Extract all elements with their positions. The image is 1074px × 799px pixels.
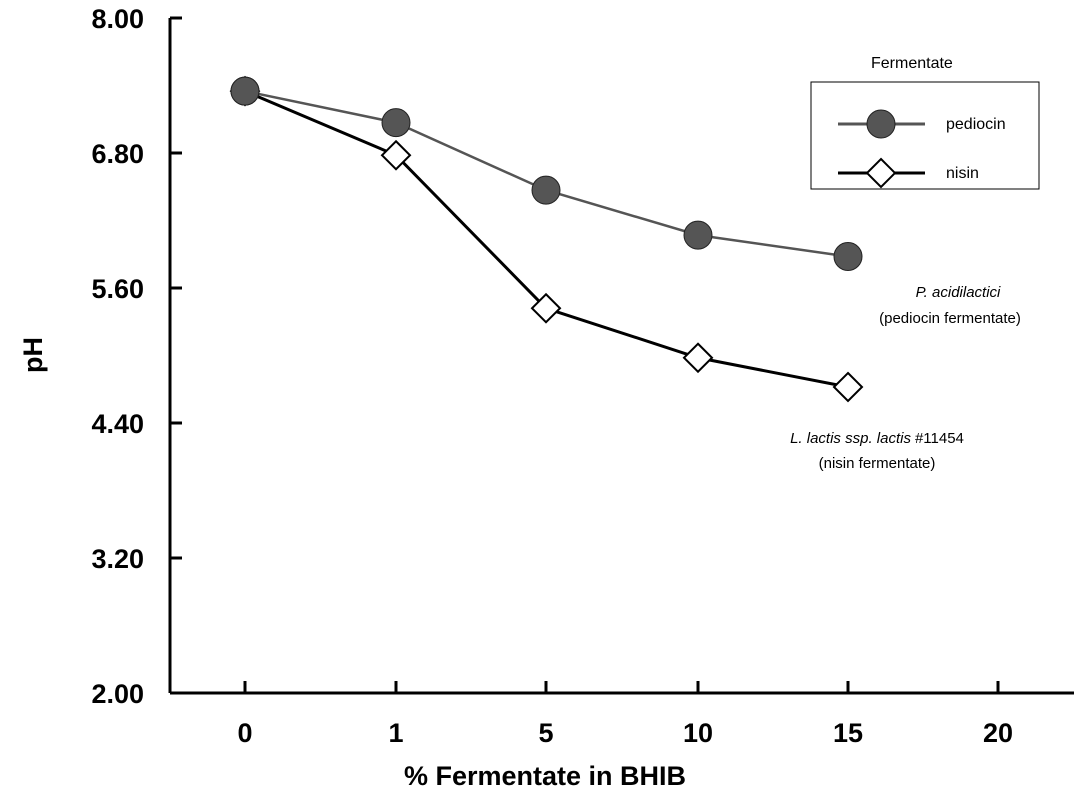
annotation-pediocin: P. acidilactici (pediocin fermentate) [879, 284, 1021, 327]
y-tick-label: 4.40 [91, 409, 144, 439]
annotation-pediocin-organism: P. acidilactici [916, 284, 1001, 301]
y-tick-label: 2.00 [91, 679, 144, 709]
series-line-pediocin [244, 89, 849, 258]
legend-box [810, 81, 1040, 190]
legend-nisin-marker [865, 157, 897, 189]
data-point-nisin [832, 371, 864, 403]
y-axis-ticks: 8.00 6.80 5.60 4.40 3.20 2.00 [91, 4, 182, 709]
annotation-nisin-strain: #11454 [915, 430, 964, 447]
annotation-pediocin-note: (pediocin fermentate) [879, 310, 1021, 327]
legend-title: Fermentate [871, 55, 953, 72]
y-tick-label: 3.20 [91, 544, 144, 574]
annotation-nisin: L. lactis ssp. lactis #11454 (nisin ferme… [790, 430, 964, 472]
y-tick-label: 6.80 [91, 139, 144, 169]
data-point-pediocin [833, 242, 863, 271]
series-line-nisin [244, 89, 849, 389]
annotation-nisin-note: (nisin fermentate) [819, 455, 936, 472]
y-tick-label: 8.00 [91, 4, 144, 34]
annotation-nisin-organism-line: L. lactis ssp. lactis #11454 [790, 430, 964, 447]
x-axis-ticks: 0 1 5 10 15 20 [237, 681, 1013, 748]
x-tick-label: 20 [983, 718, 1013, 748]
x-tick-label: 10 [683, 718, 713, 748]
y-tick-label: 5.60 [91, 274, 144, 304]
data-point-nisin [682, 342, 714, 374]
series-layer [229, 75, 864, 403]
x-tick-label: 1 [388, 718, 403, 748]
legend-nisin-label: nisin [946, 165, 979, 182]
legend-pediocin-marker [866, 109, 896, 139]
data-point-pediocin-overlap [230, 76, 260, 106]
data-point-nisin [380, 139, 412, 171]
x-tick-label: 0 [237, 718, 252, 748]
data-point-pediocin [381, 108, 411, 138]
x-axis-label: % Fermentate in BHIB [404, 761, 686, 791]
x-tick-label: 5 [538, 718, 553, 748]
legend: Fermentate pediocin nisin [810, 55, 1040, 190]
y-axis-label: pH [18, 337, 48, 373]
annotation-nisin-organism: L. lactis ssp. lactis [790, 430, 911, 447]
data-point-pediocin [531, 175, 561, 205]
legend-pediocin-label: pediocin [946, 116, 1006, 133]
data-point-pediocin [683, 220, 713, 250]
x-tick-label: 15 [833, 718, 863, 748]
data-point-nisin [530, 292, 562, 324]
